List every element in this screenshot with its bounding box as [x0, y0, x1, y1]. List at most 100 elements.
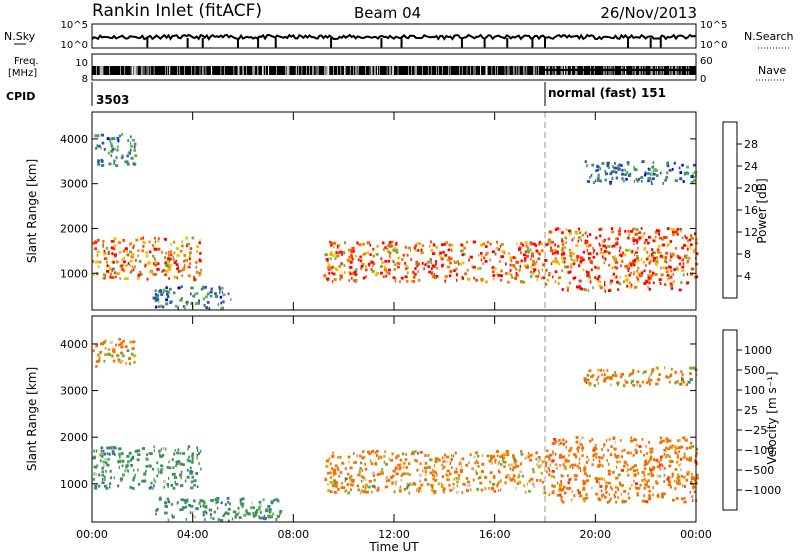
scatter-cell — [573, 494, 576, 498]
scatter-cell — [583, 287, 586, 291]
scatter-cell — [586, 479, 590, 482]
scatter-cell — [469, 453, 472, 457]
scatter-cell — [689, 378, 693, 381]
scatter-cell — [600, 489, 603, 493]
scatter-cell — [524, 256, 526, 260]
scatter-cell — [185, 505, 188, 509]
scatter-cell — [191, 460, 194, 464]
scatter-cell — [604, 283, 606, 287]
scatter-cell — [128, 250, 132, 254]
scatter-cell — [445, 473, 448, 477]
scatter-cell — [507, 272, 511, 275]
scatter-cell — [169, 253, 173, 257]
scatter-cell — [512, 456, 516, 460]
scatter-cell — [602, 256, 605, 260]
scatter-cell — [163, 485, 165, 489]
scatter-cell — [583, 479, 586, 483]
scatter-cell — [463, 246, 467, 250]
scatter-cell — [328, 489, 331, 493]
scatter-cell — [362, 485, 364, 488]
scatter-cell — [227, 507, 231, 511]
scatter-cell — [108, 452, 111, 456]
scatter-cell — [126, 462, 130, 465]
scatter-cell — [643, 269, 646, 273]
scatter-cell — [568, 229, 572, 233]
scatter-cell — [645, 459, 647, 462]
scatter-cell — [150, 481, 153, 485]
scatter-cell — [648, 382, 652, 386]
scatter-cell — [427, 260, 430, 264]
scatter-cell — [113, 239, 115, 243]
scatter-cell — [172, 515, 175, 519]
scatter-cell — [416, 489, 418, 492]
scatter-cell — [553, 251, 556, 255]
scatter-cell — [472, 265, 476, 269]
scatter-cell — [98, 159, 100, 163]
scatter-cell — [634, 253, 636, 256]
scatter-cell — [106, 270, 110, 273]
scatter-cell — [131, 269, 134, 272]
scatter-cell — [663, 492, 666, 496]
scatter-cell — [348, 460, 350, 464]
scatter-cell — [128, 451, 132, 455]
scatter-cell — [560, 498, 563, 502]
scatter-cell — [481, 279, 483, 283]
scatter-cell — [634, 464, 637, 467]
scatter-cell — [694, 479, 697, 483]
scatter-cell — [124, 469, 126, 473]
scatter-cell — [251, 501, 253, 505]
colorbar-tick-label: 28 — [744, 138, 758, 151]
scatter-cell — [689, 441, 693, 445]
scatter-cell — [614, 440, 616, 444]
scatter-cell — [558, 262, 561, 266]
scatter-cell — [185, 301, 188, 304]
scatter-cell — [328, 264, 331, 268]
scatter-cell — [423, 466, 427, 470]
scatter-cell — [379, 265, 383, 268]
scatter-cell — [263, 517, 267, 521]
scatter-cell — [352, 272, 356, 275]
scatter-cell — [648, 279, 650, 283]
scatter-cell — [671, 474, 674, 478]
scatter-cell — [412, 275, 416, 279]
scatter-cell — [673, 161, 676, 165]
scatter-cell — [592, 255, 596, 259]
scatter-cell — [267, 505, 271, 508]
scatter-cell — [607, 481, 611, 485]
scatter-cell — [515, 271, 518, 275]
scatter-cell — [148, 486, 152, 490]
scatter-cell — [635, 487, 639, 490]
scatter-cell — [599, 286, 603, 289]
scatter-cell — [442, 460, 445, 463]
scatter-cell — [380, 271, 383, 275]
scatter-cell — [670, 460, 674, 463]
scatter-cell — [597, 179, 601, 182]
scatter-cell — [458, 462, 462, 466]
scatter-cell — [628, 261, 631, 264]
scatter-cell — [184, 501, 187, 505]
scatter-cell — [131, 253, 135, 256]
scatter-cell — [336, 244, 340, 248]
scatter-cell — [560, 248, 564, 252]
scatter-cell — [102, 240, 105, 243]
scatter-cell — [562, 443, 565, 446]
scatter-cell — [674, 161, 676, 165]
scatter-cell — [525, 266, 529, 269]
scatter-cell — [614, 243, 618, 247]
scatter-cell — [531, 271, 535, 275]
scatter-cell — [153, 262, 155, 265]
scatter-cell — [455, 476, 458, 480]
scatter-cell — [552, 485, 556, 488]
scatter-cell — [131, 455, 135, 459]
scatter-cell — [655, 481, 659, 485]
scatter-cell — [511, 256, 515, 259]
scatter-cell — [100, 164, 104, 167]
scatter-cell — [327, 263, 330, 266]
scatter-cell — [410, 279, 414, 283]
colorbar-tick-label: 8 — [744, 248, 751, 261]
scatter-cell — [332, 473, 335, 477]
scatter-cell — [407, 266, 410, 270]
scatter-cell — [394, 279, 397, 283]
scatter-cell — [443, 487, 446, 491]
scatter-cell — [173, 251, 176, 255]
